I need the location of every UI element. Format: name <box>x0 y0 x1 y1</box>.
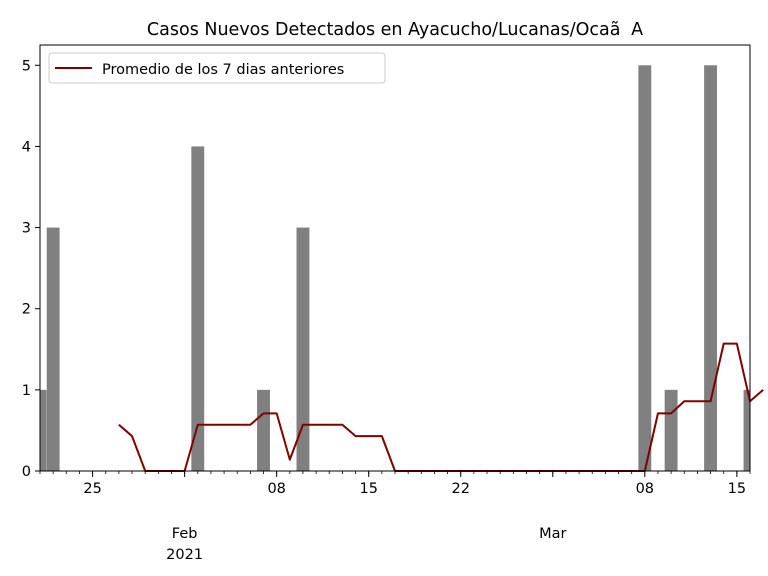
y-tick-label-1: 1 <box>22 383 31 399</box>
bar-6 <box>664 389 678 471</box>
chart-title: Casos Nuevos Detectados en Ayacucho/Luca… <box>147 20 643 40</box>
legend-box <box>48 52 386 84</box>
x-tick-label-1: 08 <box>267 481 285 497</box>
bars-group <box>40 65 750 472</box>
bar-1 <box>46 227 60 471</box>
x-year-label-0: 2021 <box>166 547 203 563</box>
x-month-label-0: Feb <box>172 526 198 542</box>
x-tick-label-2: 15 <box>359 481 377 497</box>
y-tick-label-2: 2 <box>22 302 31 318</box>
y-tick-label-3: 3 <box>22 221 31 237</box>
bar-0 <box>40 389 47 471</box>
y-tick-label-4: 4 <box>22 139 31 155</box>
x-tick-label-4: 08 <box>636 481 654 497</box>
x-tick-label-3: 22 <box>452 481 470 497</box>
x-tick-label-0: 25 <box>83 481 101 497</box>
x-tick-label-5: 15 <box>728 481 746 497</box>
x-month-label-1: Mar <box>539 526 566 542</box>
bar-2 <box>191 146 205 471</box>
legend: Promedio de los 7 dias anteriores <box>48 52 386 84</box>
legend-label: Promedio de los 7 dias anteriores <box>102 62 344 78</box>
y-tick-label-0: 0 <box>22 464 31 480</box>
axes-group: 0 1 2 3 4 5 25 08 15 22 08 15 Feb 2021 Mar <box>22 44 751 563</box>
bar-4 <box>296 227 310 471</box>
bar-7 <box>704 65 717 472</box>
y-tick-label-5: 5 <box>22 58 31 74</box>
bar-8 <box>743 389 750 471</box>
bar-3 <box>257 389 270 471</box>
bar-5 <box>638 65 652 472</box>
